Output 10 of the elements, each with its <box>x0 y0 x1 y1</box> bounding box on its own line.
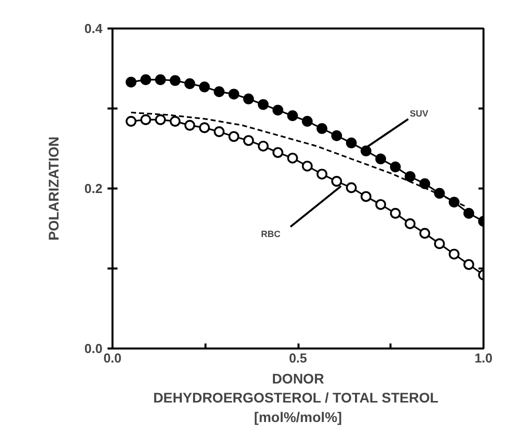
annotation: RBC <box>261 229 282 240</box>
x-tick-label: 0.0 <box>103 350 122 366</box>
x-axis-title: DONOR DEHYDROERGOSTEROL / TOTAL STEROL [mol%/mol%] <box>153 370 439 425</box>
y-tick-label: 0.4 <box>84 21 104 36</box>
y-tick-label: 0.0 <box>84 341 103 356</box>
y-tick-label: 0.2 <box>84 181 103 196</box>
annotation: SUV <box>410 108 428 118</box>
y-axis-title: POLARIZATION <box>45 136 62 240</box>
x-tick-label: 1.0 <box>474 350 493 366</box>
x-tick-label: 0.5 <box>288 350 308 366</box>
